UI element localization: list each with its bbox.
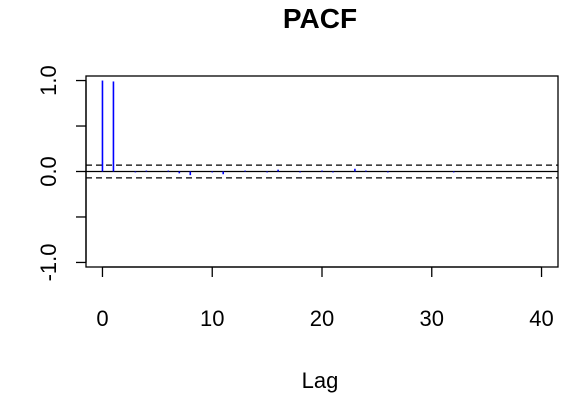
x-tick-label-30: 30 bbox=[420, 306, 444, 331]
x-axis-label: Lag bbox=[302, 368, 339, 393]
x-tick-label-20: 20 bbox=[310, 306, 334, 331]
y-tick-label-2: 0.0 bbox=[36, 156, 61, 187]
y-tick-label-0: -1.0 bbox=[36, 243, 61, 281]
x-tick-label-0: 0 bbox=[96, 306, 108, 331]
chart-title: PACF bbox=[283, 3, 357, 34]
x-tick-label-40: 40 bbox=[529, 306, 553, 331]
y-tick-label-4: 1.0 bbox=[36, 65, 61, 96]
x-tick-label-10: 10 bbox=[200, 306, 224, 331]
